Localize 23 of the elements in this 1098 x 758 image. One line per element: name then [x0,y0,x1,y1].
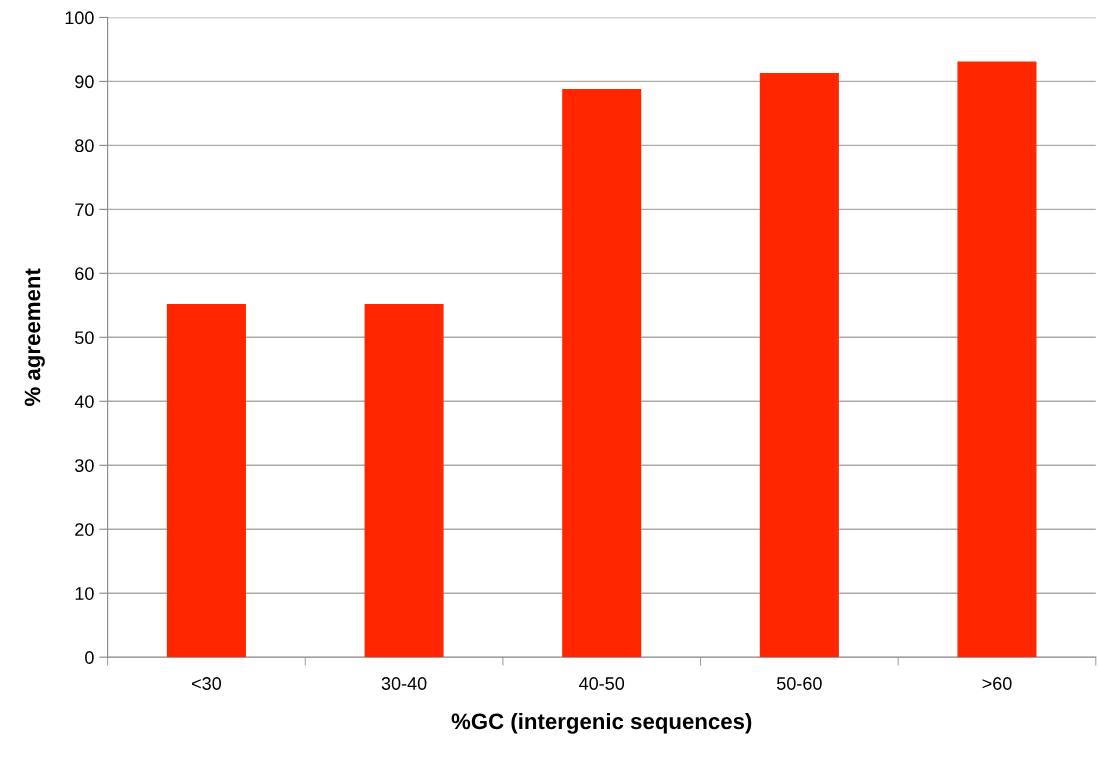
y-tick-label: 90 [75,75,94,89]
y-tick-label: 70 [75,203,94,217]
y-tick-label: 50 [75,331,94,345]
bar [166,304,246,658]
y-tick-label: 60 [75,267,94,281]
y-axis-title: % agreement [24,268,45,406]
bar [957,61,1037,658]
y-tick-label: 0 [85,651,94,664]
y-tick-label: 100 [65,11,94,25]
y-tick-label: 30 [75,459,94,472]
x-tick-label: >60 [982,677,1012,690]
x-tick-label: 40-50 [579,677,625,690]
bar [759,73,839,658]
y-tick-label: 10 [75,587,94,600]
x-tick-label: 50-60 [776,677,822,690]
y-tick-label: 20 [75,523,94,536]
bar [562,89,642,658]
y-tick-label: 80 [75,139,94,153]
y-tick-label: 40 [74,395,94,409]
x-axis-title: %GC (intergenic sequences) [451,712,752,734]
x-tick-label: 30-40 [381,677,427,690]
x-tick-label: <30 [192,677,222,690]
bar [364,304,444,658]
